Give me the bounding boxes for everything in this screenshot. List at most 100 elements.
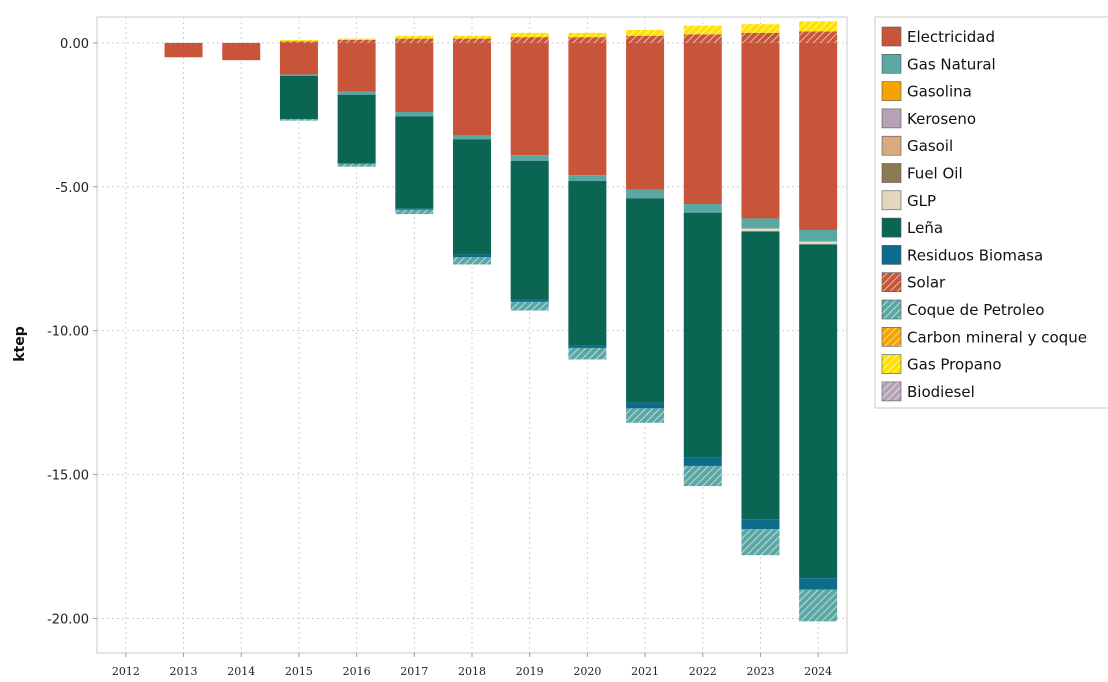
- bar-segment: [568, 181, 607, 346]
- legend-label: Gas Natural: [907, 55, 996, 73]
- bar-segment: [741, 519, 780, 530]
- bar-segment: [453, 134, 491, 140]
- bar-segment: [683, 465, 722, 487]
- bar-segment: [453, 139, 491, 255]
- legend: Electricidad Gas Natural Gasolina Keroseno G…: [881, 26, 1087, 402]
- y-axis-label: ktep: [12, 326, 28, 362]
- y-tick-label: -15.00: [47, 469, 89, 484]
- bar-segment: [164, 42, 203, 58]
- bar-segment: [683, 34, 722, 43]
- bar-segment: [337, 40, 376, 43]
- legend-label: Keroseno: [907, 110, 976, 128]
- legend-swatch: [881, 245, 902, 265]
- bar-segment: [395, 208, 434, 210]
- bar-segment: [453, 38, 491, 43]
- bar-segment: [799, 42, 838, 230]
- bar-segment: [626, 189, 665, 199]
- bar-segment: [510, 37, 549, 43]
- bar-segment: [626, 198, 665, 403]
- bar-segment: [395, 38, 434, 43]
- x-tick-label: 2017: [400, 665, 428, 678]
- legend-swatch: [881, 26, 902, 47]
- bar-segment: [510, 42, 549, 156]
- legend-swatch: [881, 190, 902, 211]
- bar-segment: [510, 32, 549, 38]
- bar-segment: [453, 254, 491, 258]
- x-tick-label: 2019: [516, 665, 544, 678]
- y-axis-ticks: 0.00 -5.00 -10.00 -15.00 -20.00: [47, 37, 97, 627]
- bar-segment: [799, 21, 838, 32]
- bar-segment: [395, 111, 434, 117]
- legend-label: Biodiesel: [907, 383, 975, 401]
- bar-segment: [741, 42, 780, 219]
- bar-segment: [279, 41, 318, 43]
- legend-swatch: [881, 326, 902, 347]
- bar-segment: [510, 160, 549, 300]
- bar-segment: [395, 116, 434, 209]
- bar-segment: [741, 32, 780, 43]
- bar-segment: [279, 119, 318, 121]
- bar-segment: [222, 42, 261, 61]
- bar-segment: [626, 408, 665, 423]
- y-tick-label: -20.00: [47, 612, 89, 627]
- bar-segment: [568, 32, 607, 38]
- x-tick-label: 2016: [343, 665, 371, 678]
- bar-segment: [337, 91, 376, 95]
- legend-swatch: [881, 381, 902, 402]
- bar-segment: [683, 212, 722, 458]
- x-tick-label: 2013: [170, 665, 198, 678]
- y-tick-label: -10.00: [47, 325, 89, 340]
- bar-segment: [279, 42, 318, 75]
- legend-swatch: [881, 81, 902, 101]
- legend-label: Gasoil: [907, 137, 953, 155]
- bar-segment: [626, 35, 665, 43]
- bar-segment: [799, 229, 838, 242]
- legend-label: Gas Propano: [907, 356, 1002, 374]
- y-tick-label: -5.00: [55, 181, 89, 196]
- bar-segment: [279, 74, 318, 76]
- bar-segment: [799, 578, 838, 590]
- legend-swatch: [881, 135, 902, 156]
- x-tick-label: 2021: [631, 665, 659, 678]
- bar-segment: [683, 204, 722, 213]
- x-tick-label: 2018: [458, 665, 486, 678]
- bar-segment: [337, 42, 376, 92]
- bar-segment: [279, 40, 318, 42]
- legend-swatch: [881, 108, 902, 129]
- bars: [164, 21, 838, 622]
- bar-segment: [568, 42, 607, 176]
- bar-segment: [626, 29, 665, 36]
- legend-box: [874, 16, 1108, 409]
- legend-swatch: [881, 53, 902, 74]
- legend-swatch: [881, 217, 902, 238]
- bar-segment: [741, 218, 780, 229]
- x-tick-label: 2024: [804, 665, 832, 678]
- legend-label: Leña: [907, 219, 943, 237]
- legend-swatch: [881, 299, 902, 320]
- x-tick-label: 2022: [689, 665, 717, 678]
- legend-label: Gasolina: [907, 83, 972, 101]
- bar-segment: [626, 42, 665, 190]
- bar-segment: [741, 228, 780, 232]
- bar-segment: [799, 244, 838, 579]
- x-tick-label: 2023: [746, 665, 774, 678]
- bar-segment: [799, 31, 838, 43]
- legend-label: Coque de Petroleo: [907, 301, 1044, 319]
- x-tick-label: 2015: [285, 665, 313, 678]
- legend-swatch: [881, 163, 902, 183]
- legend-swatch: [881, 354, 902, 374]
- bar-segment: [683, 42, 722, 205]
- bar-segment: [741, 24, 780, 33]
- bar-segment: [337, 94, 376, 164]
- bar-segment: [799, 241, 838, 245]
- bar-segment: [337, 163, 376, 167]
- x-tick-label: 2014: [227, 665, 255, 678]
- bar-segment: [453, 257, 491, 265]
- legend-swatch: [881, 272, 902, 293]
- bar-segment: [510, 299, 549, 302]
- bar-segment: [453, 35, 491, 39]
- legend-label: Electricidad: [907, 28, 995, 46]
- bar-segment: [453, 42, 491, 135]
- bar-segment: [510, 301, 549, 311]
